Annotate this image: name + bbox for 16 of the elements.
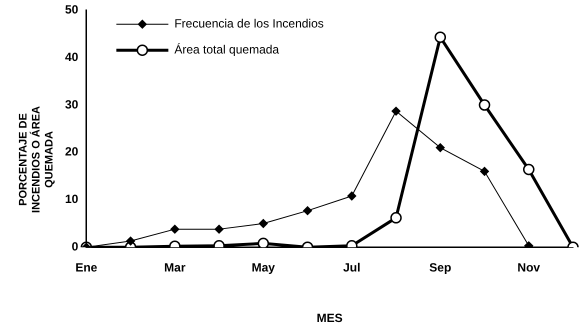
x-axis-title: MES <box>316 311 343 326</box>
x-tick-label: Sep <box>429 260 452 275</box>
y-tick-label: 30 <box>64 97 79 112</box>
y-tick-label: 20 <box>64 144 79 159</box>
x-tick-label: Jul <box>343 260 360 275</box>
y-tick-label: 40 <box>64 50 79 64</box>
legend-label: Área total quemada <box>174 42 280 57</box>
x-tick-label: Mar <box>164 260 186 275</box>
y-axis-title: PORCENTAJE DE INCENDIOS O ÁREA QUEMADA <box>18 105 56 215</box>
y-tick-label: 0 <box>72 240 79 254</box>
x-tick-label: Nov <box>517 260 540 275</box>
y-tick-label: 10 <box>64 192 79 206</box>
x-tick-label: May <box>252 260 276 275</box>
x-tick-label: Ene <box>75 260 98 275</box>
y-tick-label: 50 <box>64 2 79 17</box>
legend-label: Frecuencia de los Incendios <box>174 16 324 31</box>
